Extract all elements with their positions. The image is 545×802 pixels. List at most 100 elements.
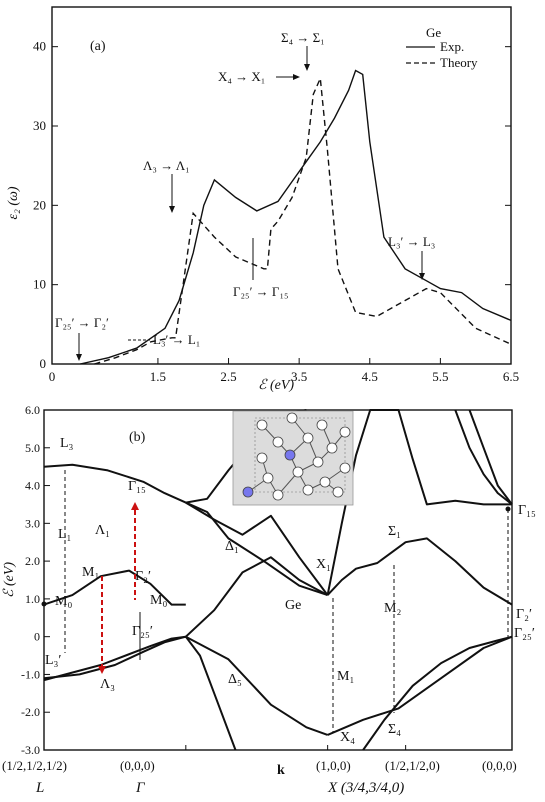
- arrowhead-x4-x1: [293, 74, 300, 80]
- inset-atom: [272, 436, 284, 448]
- arrowhead-gamma25-gamma2: [76, 354, 82, 361]
- band-label: M₀: [55, 594, 72, 609]
- inset-atom: [256, 452, 268, 464]
- inset-cell: [254, 417, 346, 493]
- annotation-gamma25-gamma2: Γ₂₅′ → Γ₂′: [55, 315, 109, 330]
- annotation-x4-x1: X₄ → X₁: [218, 69, 265, 84]
- inset-atom: [332, 486, 344, 498]
- band-label: Γ₁₅: [128, 479, 146, 494]
- band-curve: [185, 501, 329, 596]
- red-arrowhead-gamma: [131, 502, 139, 510]
- inset-atom: [262, 472, 274, 484]
- kpoint-l-coords: (1/2,1/2,1/2): [2, 758, 67, 773]
- band-point-marker: [41, 601, 47, 607]
- band-curve: [43, 569, 186, 606]
- panel-a-x-tick-label: 6.5: [503, 369, 519, 384]
- inset-atom: [272, 489, 284, 501]
- band-label: Γ₁₅: [518, 503, 536, 518]
- inset-atom: [286, 412, 298, 424]
- legend-exp-label: Exp.: [440, 39, 464, 54]
- red-arrowhead-lambda: [98, 666, 106, 674]
- band-label: L₃′: [45, 653, 62, 668]
- panel-b-y-tick-label: 1.0: [25, 592, 40, 606]
- kpoint-k-coords: (1/2,1/2,0): [385, 758, 440, 773]
- theory-curve: [94, 75, 512, 365]
- inset-atom-highlighted: [242, 486, 254, 498]
- inset-atom: [256, 419, 268, 431]
- kpoint-l-symbol: L: [35, 780, 44, 796]
- panel-b-y-tick-label: 0: [34, 630, 40, 644]
- kpoint-x-symbol: X (3/4,3/4,0): [327, 780, 404, 796]
- band-label: Γ₂₅′: [514, 626, 535, 641]
- panel-b-y-tick-label: -3.0: [21, 743, 40, 757]
- panel-a-label: (a): [90, 39, 106, 54]
- panel-b-xlabel: k: [277, 763, 285, 778]
- annotation-l3-l1: L₃′ → L₁: [153, 332, 200, 347]
- band-curve: [326, 537, 513, 606]
- inset-atom: [339, 426, 351, 438]
- inset-atom-highlighted: [284, 449, 296, 461]
- band-label: L₃: [60, 436, 74, 451]
- band-label: M₁: [82, 565, 99, 580]
- band-label: M₂: [384, 601, 401, 616]
- band-label: L₁: [58, 527, 71, 542]
- inset-atom: [339, 462, 351, 474]
- kpoint-gamma2-coords: (0,0,0): [482, 758, 517, 773]
- band-label: Γ₂′: [135, 569, 151, 584]
- legend-theory-label: Theory: [440, 55, 478, 70]
- band-curve: [468, 409, 513, 506]
- panel-b-y-tick-label: 6.0: [25, 403, 40, 417]
- panel-a-x-tick-label: 5.5: [432, 369, 448, 384]
- panel-a-x-tick-label: 1.5: [150, 369, 166, 384]
- panel-a-y-tick-label: 10: [33, 277, 46, 292]
- panel-b-y-tick-label: -2.0: [21, 705, 40, 719]
- exp-curve: [80, 69, 512, 365]
- panel-a-ylabel: ε₂ (ω): [6, 186, 21, 219]
- panel-b: 6.0 5.0 4.0 3.0 2.0 1.0 0 -1.0 -2.0 -3.0 (b) ℰ (e…: [2, 403, 536, 796]
- band-label: Ge: [285, 598, 301, 613]
- legend-title: Ge: [426, 25, 441, 40]
- arrowhead-l3-l3: [419, 273, 425, 280]
- band-point-marker: [505, 506, 511, 512]
- crystal-structure-inset: [232, 410, 354, 506]
- inset-atom: [302, 432, 314, 444]
- annotation-lambda3-lambda1: Λ₃ → Λ₁: [143, 158, 190, 173]
- panel-a-xlabel: ℰ (eV): [258, 378, 294, 393]
- band-label: M₀: [150, 593, 167, 608]
- panel-b-y-tick-label: -1.0: [21, 667, 40, 681]
- band-label: Λ₃: [100, 677, 115, 692]
- band-curve: [185, 635, 328, 736]
- panel-b-label: (b): [129, 430, 146, 445]
- band-label: Σ₁: [388, 524, 401, 539]
- band-label: Γ₂₅′: [132, 624, 153, 639]
- panel-b-y-tick-label: 2.0: [25, 554, 40, 568]
- panel-a-x-tick-label: 2.5: [220, 369, 236, 384]
- panel-a-x-tick-label: 4.5: [362, 369, 378, 384]
- kpoint-gamma-coords: (0,0,0): [120, 758, 155, 773]
- annotation-l3-l3: L₃′ → L₃: [388, 234, 435, 249]
- panel-b-frame: [43, 409, 513, 751]
- band-curve: [362, 635, 513, 751]
- band-label: Λ₁: [95, 523, 110, 538]
- panel-a-y-tick-label: 40: [33, 39, 46, 54]
- panel-a-y-tick-label: 20: [33, 197, 46, 212]
- band-label: X₁: [316, 557, 331, 572]
- band-label: M₁: [337, 669, 354, 684]
- panel-a-frame: [51, 6, 512, 365]
- band-curve: [185, 501, 328, 597]
- band-label: Γ₂′: [516, 607, 532, 622]
- panel-a-y-tick-label: 0: [40, 356, 47, 371]
- kpoint-x-coords: (1,0,0): [316, 758, 351, 773]
- annotation-gamma25-gamma15: Γ₂₅′ → Γ₁₅: [233, 284, 289, 299]
- panel-a-x-tick-label: 0: [49, 369, 56, 384]
- panel-a-x-tick-label: 3.5: [291, 369, 307, 384]
- panel-b-y-tick-label: 5.0: [25, 441, 40, 455]
- inset-atom: [319, 476, 331, 488]
- legend: Ge Exp. Theory: [406, 25, 478, 70]
- band-label: Δ₁: [225, 539, 239, 554]
- band-curve: [327, 635, 513, 736]
- panel-b-ylabel: ℰ (eV): [2, 562, 17, 598]
- inset-atom: [326, 442, 338, 454]
- annotation-sigma4-sigma1: Σ₄ → Σ₁: [281, 30, 325, 45]
